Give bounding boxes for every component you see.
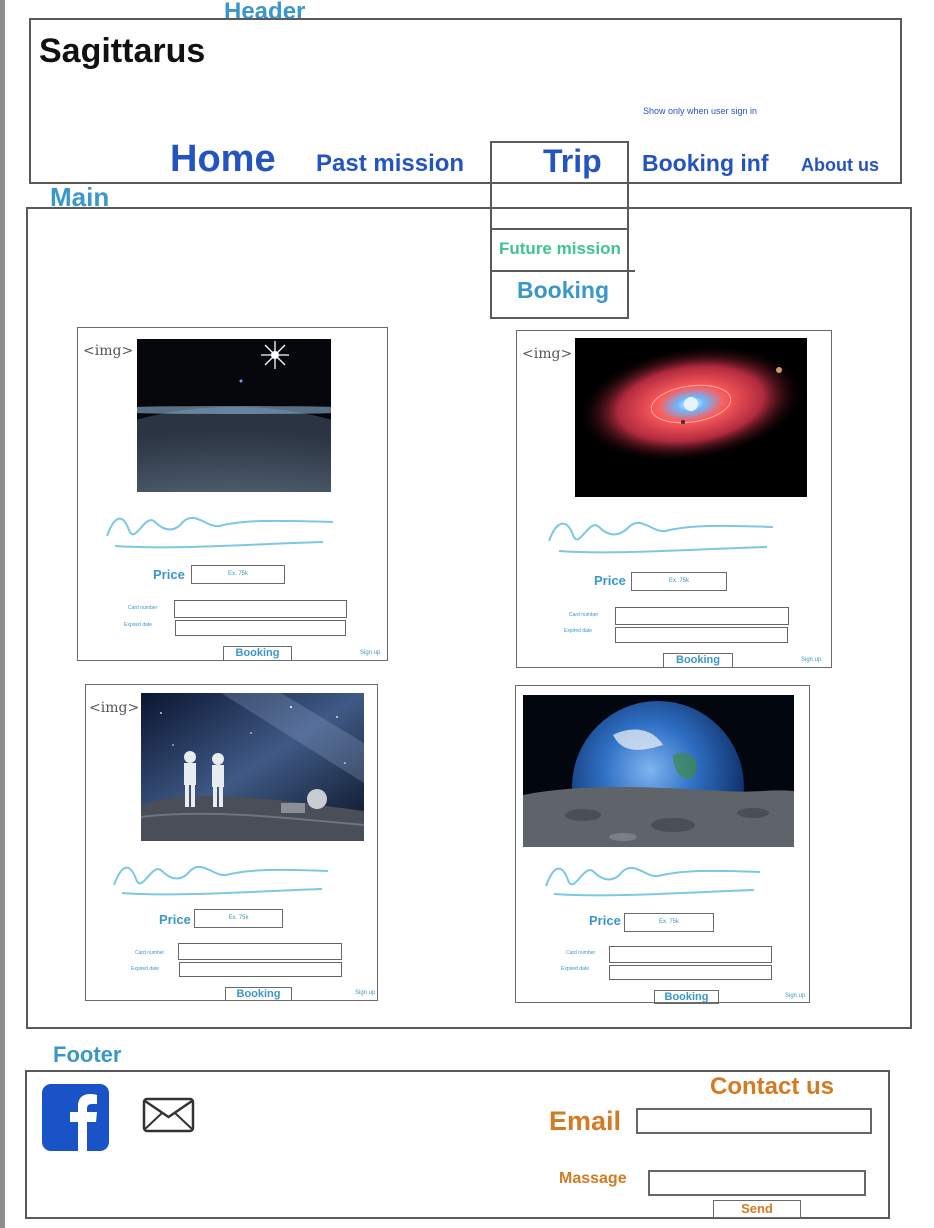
sign-up-link[interactable]: Sign up (355, 990, 376, 996)
nav-home[interactable]: Home (170, 138, 276, 180)
card-number-field[interactable] (178, 943, 342, 960)
img-placeholder-label: <img> (522, 346, 573, 362)
price-label: Price (589, 913, 621, 928)
contact-us-title: Contact us (710, 1073, 835, 1100)
expired-date-label: Expired date (561, 966, 590, 972)
card-number-label: Card number (566, 950, 596, 956)
img-placeholder-label: <img> (89, 700, 140, 716)
description-scribble (545, 866, 761, 897)
nav-past-mission[interactable]: Past mission (316, 150, 465, 177)
trip-card: Price Ex. 75k Card number Expired date B… (515, 685, 810, 1004)
dropdown-divider-1 (491, 228, 628, 230)
booking-button[interactable]: Booking (654, 990, 719, 1004)
card-number-field[interactable] (615, 607, 789, 625)
price-field[interactable]: Ex. 75k (624, 913, 714, 932)
price-field[interactable]: Ex. 75k (194, 909, 283, 928)
expired-date-label: Expired date (131, 966, 160, 972)
dropdown-divider-2 (491, 270, 635, 272)
main (26, 207, 912, 1029)
sign-up-link[interactable]: Sign up (801, 657, 822, 663)
expired-date-field[interactable] (615, 627, 788, 643)
trip-card: <img> Price Ex. 75k Card number Expired … (516, 330, 832, 668)
signin-note: Show only when user sign in (643, 106, 758, 116)
send-button[interactable]: Send (713, 1200, 801, 1218)
description-scribble (106, 516, 334, 549)
message-label: Massage (559, 1170, 627, 1187)
trip-card: <img> (85, 684, 378, 1001)
dropdown-item-future-mission[interactable]: Future mission (499, 239, 621, 258)
card-image-astronauts-moon (141, 693, 364, 841)
nav-trip[interactable]: Trip (543, 143, 602, 179)
footer (25, 1070, 890, 1219)
price-label: Price (594, 573, 626, 588)
expired-date-field[interactable] (175, 620, 346, 636)
card-image-earth-from-moon (523, 695, 794, 847)
header (29, 18, 902, 184)
card-number-label: Card number (569, 612, 599, 618)
price-field[interactable]: Ex. 75k (631, 572, 727, 591)
nav-about-us[interactable]: About us (801, 155, 879, 175)
sign-up-link[interactable]: Sign up (785, 993, 806, 999)
trip-card: <img> Price Ex. 75k Card number Expired … (77, 327, 388, 661)
facebook-icon[interactable] (42, 1084, 109, 1151)
card-number-label: Card number (135, 950, 165, 956)
card-image-earth-sunrise (137, 339, 331, 492)
expired-date-label: Expired date (564, 628, 593, 634)
email-field[interactable] (636, 1108, 872, 1134)
footer-section-label: Footer (53, 1042, 122, 1067)
left-edge-strip (0, 0, 5, 1228)
expired-date-label: Expired date (124, 622, 153, 628)
email-label: Email (549, 1106, 622, 1136)
card-number-field[interactable] (174, 600, 347, 618)
card-number-field[interactable] (609, 946, 772, 963)
mail-icon[interactable] (142, 1097, 195, 1133)
message-field[interactable] (648, 1170, 866, 1196)
brand-logo[interactable]: Sagittarus (39, 32, 206, 70)
price-label: Price (159, 912, 191, 927)
expired-date-field[interactable] (179, 962, 342, 977)
description-scribble (548, 521, 774, 554)
price-label: Price (153, 567, 185, 582)
trip-dropdown (490, 141, 629, 319)
img-placeholder-label: <img> (83, 343, 134, 359)
sign-up-link[interactable]: Sign up (360, 650, 381, 656)
booking-button[interactable]: Booking (663, 653, 733, 668)
card-image-red-nebula (575, 338, 807, 497)
nav-booking-inf[interactable]: Booking inf (642, 150, 769, 176)
card-number-label: Card number (128, 605, 158, 611)
expired-date-field[interactable] (609, 965, 772, 980)
dropdown-item-booking[interactable]: Booking (517, 277, 609, 303)
price-field[interactable]: Ex. 75k (191, 565, 285, 584)
booking-button[interactable]: Booking (225, 987, 292, 1001)
description-scribble (113, 865, 329, 896)
booking-button[interactable]: Booking (223, 646, 292, 661)
header-section-label: Header (224, 0, 306, 25)
